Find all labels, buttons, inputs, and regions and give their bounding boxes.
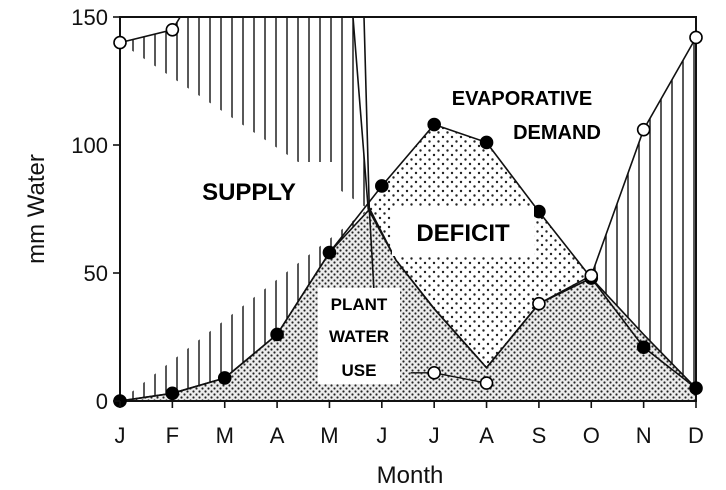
open-point-9 bbox=[584, 268, 599, 283]
supply-label-group: SUPPLY bbox=[166, 162, 332, 218]
x-tick-label-10: N bbox=[636, 423, 652, 448]
open-point-10 bbox=[636, 122, 651, 137]
evaporative-label: EVAPORATIVE bbox=[452, 88, 592, 110]
filled-point-5 bbox=[375, 179, 389, 193]
x-tick-label-6: J bbox=[429, 423, 440, 448]
supply-label: SUPPLY bbox=[202, 179, 296, 206]
x-tick-label-2: M bbox=[216, 423, 234, 448]
plant-water-use-area bbox=[120, 209, 696, 401]
plant-label: PLANT bbox=[331, 295, 388, 314]
x-tick-label-7: A bbox=[479, 423, 494, 448]
supply-line bbox=[119, 16, 697, 369]
supply-label-box bbox=[166, 162, 332, 218]
deficit-label-group: DEFICIT bbox=[392, 206, 534, 256]
deficit-label: DEFICIT bbox=[416, 220, 510, 247]
filled-point-4 bbox=[322, 245, 337, 260]
chart-markers bbox=[113, 22, 703, 408]
supply-area-right bbox=[591, 37, 696, 389]
plot-frame bbox=[119, 16, 697, 402]
x-tick-label-9: O bbox=[583, 423, 600, 448]
x-tick-label-3: A bbox=[270, 423, 285, 448]
filled-point-10 bbox=[636, 340, 651, 355]
x-tick-label-1: F bbox=[166, 423, 179, 448]
x-tick-label-4: M bbox=[320, 423, 338, 448]
open-point-11 bbox=[689, 30, 703, 45]
filled-point-1 bbox=[165, 386, 180, 401]
y-tick-label-2: 100 bbox=[71, 133, 108, 158]
y-tick-label-0: 0 bbox=[96, 389, 108, 414]
use-label: USE bbox=[342, 361, 377, 380]
filled-point-2 bbox=[217, 371, 232, 385]
y-tick-label-1: 50 bbox=[84, 261, 108, 286]
y-tick-label-3: 150 bbox=[71, 5, 108, 30]
open-point-7 bbox=[479, 376, 494, 390]
water-label: WATER bbox=[329, 327, 389, 346]
deficit-label-box bbox=[392, 206, 534, 256]
plant-water-use-label-box bbox=[318, 288, 400, 384]
filled-point-7 bbox=[479, 135, 494, 150]
filled-point-3 bbox=[270, 327, 284, 342]
filled-point-11 bbox=[689, 381, 703, 396]
x-tick-label-11: D bbox=[688, 423, 704, 448]
evaporative-demand-label-group: EVAPORATIVE DEMAND bbox=[452, 88, 601, 144]
filled-point-6 bbox=[427, 117, 441, 132]
open-point-1 bbox=[165, 22, 180, 37]
plant-water-use-label-group: PLANT WATER USE bbox=[318, 288, 400, 384]
x-axis-title: Month bbox=[377, 462, 444, 489]
supply-area-left bbox=[120, 17, 369, 401]
chart-axes: J F M A M J J A S O N D 0 50 100 150 Month mm Water bbox=[23, 5, 704, 489]
demand-label: DEMAND bbox=[513, 122, 601, 144]
x-tick-label-0: J bbox=[115, 423, 126, 448]
filled-point-8 bbox=[532, 204, 546, 219]
x-tick-label-8: S bbox=[532, 423, 547, 448]
open-point-0 bbox=[113, 35, 127, 50]
x-tick-label-5: J bbox=[376, 423, 387, 448]
y-axis-title: mm Water bbox=[23, 154, 50, 264]
open-point-8 bbox=[532, 296, 546, 311]
open-point-6 bbox=[427, 366, 441, 380]
